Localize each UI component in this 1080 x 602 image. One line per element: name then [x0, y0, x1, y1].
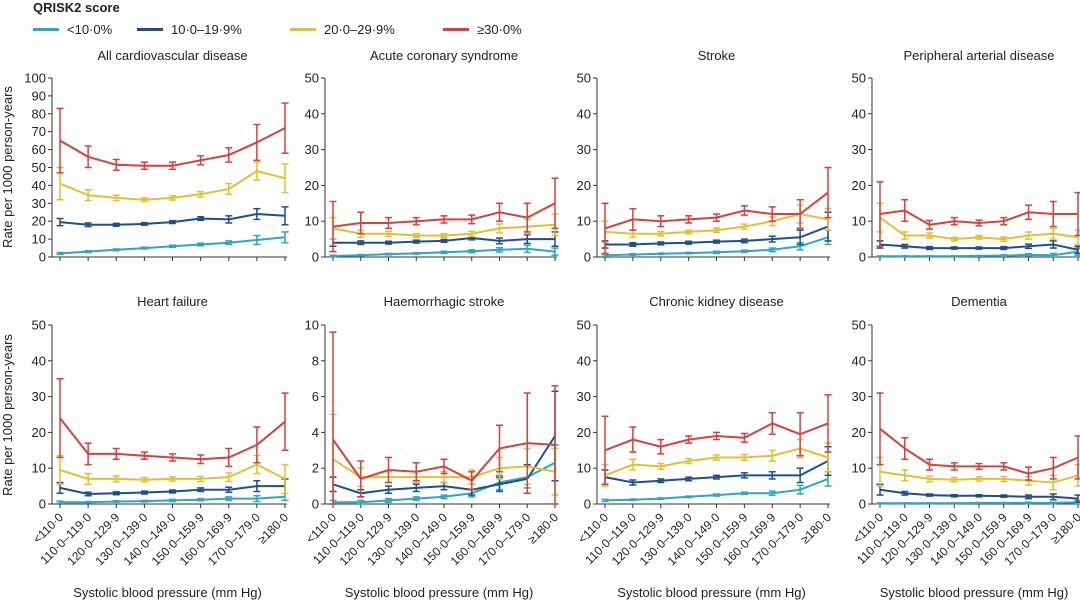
y-tick-label: 50: [32, 318, 46, 333]
y-tick-label: 10: [305, 214, 319, 229]
legend-label: 20·0–29·9%: [324, 21, 395, 37]
x-axis-label: Systolic blood pressure (mm Hg): [880, 585, 1069, 600]
panel-title: Dementia: [951, 294, 1007, 309]
y-tick-label: 0: [859, 497, 866, 512]
y-tick-label: 40: [32, 353, 46, 368]
legend-item-10-19: 10·0–19·9%: [137, 20, 242, 38]
x-tick-label: ≥180·0: [525, 510, 561, 546]
y-tick-label: 80: [32, 106, 46, 121]
y-tick-label: 8: [312, 353, 319, 368]
y-tick-label: 40: [852, 353, 866, 368]
legend-swatch: [290, 27, 316, 31]
y-tick-label: 0: [859, 250, 866, 265]
y-tick-label: 50: [852, 71, 866, 86]
panel-title: Heart failure: [137, 294, 208, 309]
x-axis-label: Systolic blood pressure (mm Hg): [617, 585, 806, 600]
y-tick-label: 20: [852, 425, 866, 440]
y-tick-label: 30: [32, 196, 46, 211]
panel-5: Heart failure01020304050<110·0110·0–119·…: [30, 294, 291, 600]
panel-title: Haemorrhagic stroke: [384, 294, 505, 309]
y-tick-label: 50: [32, 160, 46, 175]
y-tick-label: 20: [577, 425, 591, 440]
y-tick-label: 30: [305, 142, 319, 157]
legend-label: <10·0%: [67, 21, 113, 37]
y-tick-label: 40: [577, 353, 591, 368]
y-tick-label: 40: [305, 106, 319, 121]
y-tick-label: 30: [852, 142, 866, 157]
y-tick-label: 30: [577, 389, 591, 404]
y-tick-label: 10: [577, 461, 591, 476]
legend-swatch: [33, 27, 59, 31]
y-tick-label: 10: [852, 214, 866, 229]
y-tick-label: 100: [24, 71, 46, 86]
panel-8: Dementia01020304050<110·0110·0–119·0120·…: [850, 294, 1080, 600]
y-tick-label: 50: [305, 71, 319, 86]
y-tick-label: 0: [39, 497, 46, 512]
legend-label: ≥30·0%: [477, 21, 522, 37]
y-tick-label: 2: [312, 461, 319, 476]
legend-item-gte30: ≥30·0%: [443, 20, 522, 38]
series-line-4: [59, 127, 286, 167]
series-line-4: [59, 417, 286, 461]
series-line-4: [604, 191, 829, 230]
x-axis-label: Systolic blood pressure (mm Hg): [73, 585, 262, 600]
legend-label: 10·0–19·9%: [171, 21, 242, 37]
y-tick-label: 4: [312, 425, 319, 440]
y-tick-label: 40: [852, 106, 866, 121]
y-tick-label: 0: [584, 497, 591, 512]
y-tick-label: 10: [577, 214, 591, 229]
y-axis-label-top: Rate per 1000 person-years: [0, 86, 15, 248]
panel-title: Stroke: [698, 48, 736, 63]
legend: QRISK2 score <10·0% 10·0–19·9% 20·0–29·9…: [0, 0, 600, 42]
legend-item-20-29: 20·0–29·9%: [290, 20, 395, 38]
y-tick-label: 10: [852, 461, 866, 476]
y-tick-label: 30: [32, 389, 46, 404]
panel-title: Peripheral arterial disease: [903, 48, 1054, 63]
panel-2: Acute coronary syndrome 0 10 20 30 40 50: [305, 48, 559, 265]
y-tick-label: 0: [312, 497, 319, 512]
y-tick-label: 20: [32, 425, 46, 440]
y-tick-label: 6: [312, 389, 319, 404]
y-tick-label: 0: [584, 250, 591, 265]
y-tick-label: 40: [577, 106, 591, 121]
x-tick-label: ≥180·0: [255, 510, 291, 546]
y-tick-label: 0: [312, 250, 319, 265]
y-tick-label: 10: [305, 318, 319, 333]
y-tick-label: 50: [577, 318, 591, 333]
y-tick-label: 20: [852, 178, 866, 193]
x-axis-label: Systolic blood pressure (mm Hg): [345, 585, 534, 600]
panel-1: All cardiovascular disease 0 10 20 30 40 50 60 7…: [24, 48, 289, 265]
y-tick-label: 20: [305, 178, 319, 193]
panel-4: Peripheral arterial disease 0 10 20 30 40 50: [852, 48, 1080, 265]
y-tick-label: 10: [32, 461, 46, 476]
y-axis-label-bottom: Rate per 1000 person-years: [0, 334, 15, 496]
y-tick-label: 20: [32, 214, 46, 229]
y-tick-label: 70: [32, 124, 46, 139]
panel-6: Haemorrhagic stroke0246810<110·0110·0–11…: [303, 294, 561, 600]
panel-3: Stroke 0 10 20 30 40 50: [577, 48, 832, 265]
series-line-3: [604, 447, 829, 477]
x-tick-label: ≥180·0: [798, 510, 834, 546]
legend-title: QRISK2 score: [33, 0, 120, 15]
legend-item-lt10: <10·0%: [33, 20, 112, 38]
legend-swatch: [137, 27, 163, 31]
y-tick-label: 10: [32, 232, 46, 247]
y-tick-label: 90: [32, 88, 46, 103]
y-tick-label: 50: [852, 318, 866, 333]
y-tick-label: 30: [852, 389, 866, 404]
panel-7: Chronic kidney disease01020304050<110·01…: [575, 294, 834, 600]
legend-swatch: [443, 27, 469, 31]
y-tick-label: 60: [32, 142, 46, 157]
y-tick-label: 40: [32, 178, 46, 193]
panel-title: Chronic kidney disease: [649, 294, 783, 309]
y-tick-label: 0: [39, 250, 46, 265]
panel-title: Acute coronary syndrome: [370, 48, 518, 63]
y-tick-label: 30: [577, 142, 591, 157]
y-tick-label: 50: [577, 71, 591, 86]
y-tick-label: 20: [577, 178, 591, 193]
panel-title: All cardiovascular disease: [97, 48, 247, 63]
